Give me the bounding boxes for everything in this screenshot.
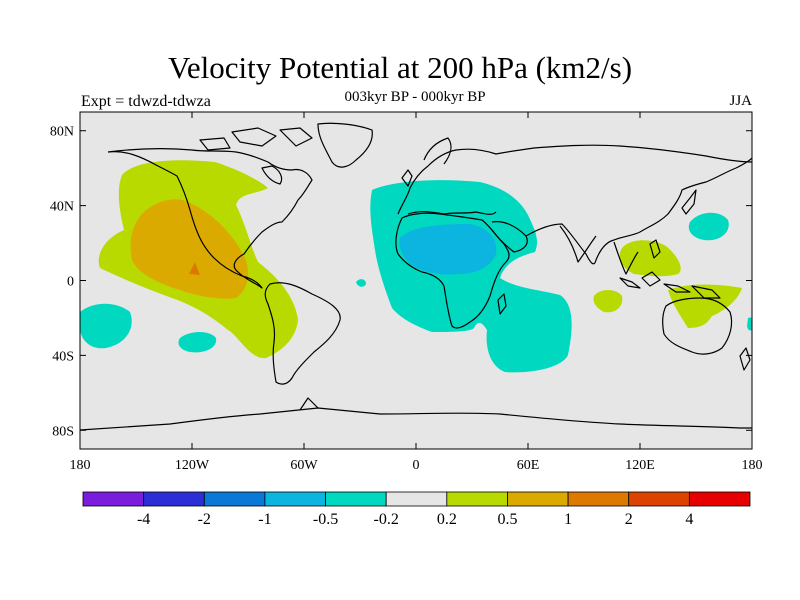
colorbar-label: 4	[685, 511, 693, 528]
contour-atlantic-neg	[356, 279, 366, 287]
colorbar-swatch	[507, 491, 569, 507]
contour-africa-neg-0.5	[399, 224, 497, 275]
coast-southeast-asia	[613, 241, 639, 275]
lat-tick-label: 40N	[50, 200, 74, 215]
coast-africa	[395, 212, 510, 329]
lon-tick-label: 60E	[517, 458, 540, 473]
colorbar-label: -4	[137, 511, 150, 528]
lon-tick-label: 180	[70, 458, 91, 473]
coast-north-america	[107, 148, 313, 289]
contour-maritime-pos-b	[668, 284, 742, 328]
colorbar-swatch	[203, 491, 266, 507]
lon-tick-label: 120W	[175, 458, 210, 473]
coast-south-america	[264, 282, 341, 385]
colorbar-swatch	[385, 491, 448, 507]
coast-europe	[397, 144, 752, 215]
coast-greenland	[317, 122, 373, 168]
colorbar: -4 -2 -1 -0.5 -0.2 0.2 0.5 1 2 4	[82, 491, 751, 528]
lon-tick-label: 120E	[625, 458, 655, 473]
colorbar-swatch	[143, 491, 205, 507]
contour-south-pacific-neg-b	[178, 332, 217, 353]
coast-japan	[681, 189, 697, 215]
coast-scandinavia	[423, 137, 452, 165]
coast-antarctica	[80, 407, 752, 431]
contour-west-pacific-neg	[688, 212, 729, 241]
coastlines	[80, 122, 752, 431]
colorbar-swatch	[628, 491, 690, 507]
colorbar-label: 1	[564, 511, 572, 528]
chart-title: Velocity Potential at 200 hPa (km2/s)	[167, 50, 633, 85]
colorbar-label: 0.5	[497, 511, 517, 528]
lat-tick-label: 80S	[52, 424, 74, 439]
contour-east-pacific-0.5	[130, 199, 249, 299]
contour-east-edge-neg	[747, 317, 752, 331]
coast-hudson-bay	[261, 165, 283, 185]
colorbar-swatch	[325, 491, 387, 507]
colorbar-swatch	[446, 491, 508, 507]
lon-tick-label: 60W	[290, 458, 318, 473]
coast-india	[559, 225, 597, 263]
coast-madagascar	[497, 293, 507, 315]
contour-south-pacific-neg-a	[80, 303, 132, 349]
colorbar-label: -0.2	[374, 511, 399, 528]
coast-antarctic-peninsula	[299, 397, 319, 411]
coast-indonesia	[619, 271, 721, 299]
lon-tick-label: 180	[742, 458, 763, 473]
contour-indian-ocean-pos	[593, 290, 623, 313]
colorbar-swatch	[567, 491, 630, 507]
lon-tick-label: 0	[413, 458, 420, 473]
lat-tick-label: 40S	[52, 349, 74, 364]
colorbar-label: 2	[625, 511, 633, 528]
coast-australia	[662, 297, 733, 355]
colorbar-swatch	[82, 491, 145, 507]
chart-subtitle: 003kyr BP - 000kyr BP	[344, 89, 486, 105]
colorbar-label: -1	[258, 511, 271, 528]
colorbar-swatch	[688, 491, 751, 507]
coast-asia	[525, 157, 752, 265]
coast-philippines	[649, 239, 661, 259]
colorbar-swatch	[264, 491, 326, 507]
season-label: JJA	[729, 93, 752, 109]
colorbar-label: -2	[198, 511, 211, 528]
axis-ticks: 180 120W 60W 0 60E 120E 180 80N 40N 0 40S 80S	[50, 112, 763, 473]
coast-british-isles	[401, 169, 413, 187]
coast-new-zealand	[739, 347, 751, 371]
contour-maritime-pos-a	[619, 240, 681, 277]
coast-mediterranean	[407, 211, 497, 215]
colorbar-label: -0.5	[313, 511, 338, 528]
lat-tick-label: 80N	[50, 125, 74, 140]
coast-arctic-islands	[199, 127, 313, 151]
lat-tick-label: 0	[67, 275, 74, 290]
contour-fields	[80, 160, 752, 373]
coast-arabia	[491, 221, 528, 253]
colorbar-label: 0.2	[437, 511, 457, 528]
experiment-label: Expt = tdwzd-tdwza	[81, 93, 211, 110]
contour-east-pacific-1	[189, 262, 200, 275]
